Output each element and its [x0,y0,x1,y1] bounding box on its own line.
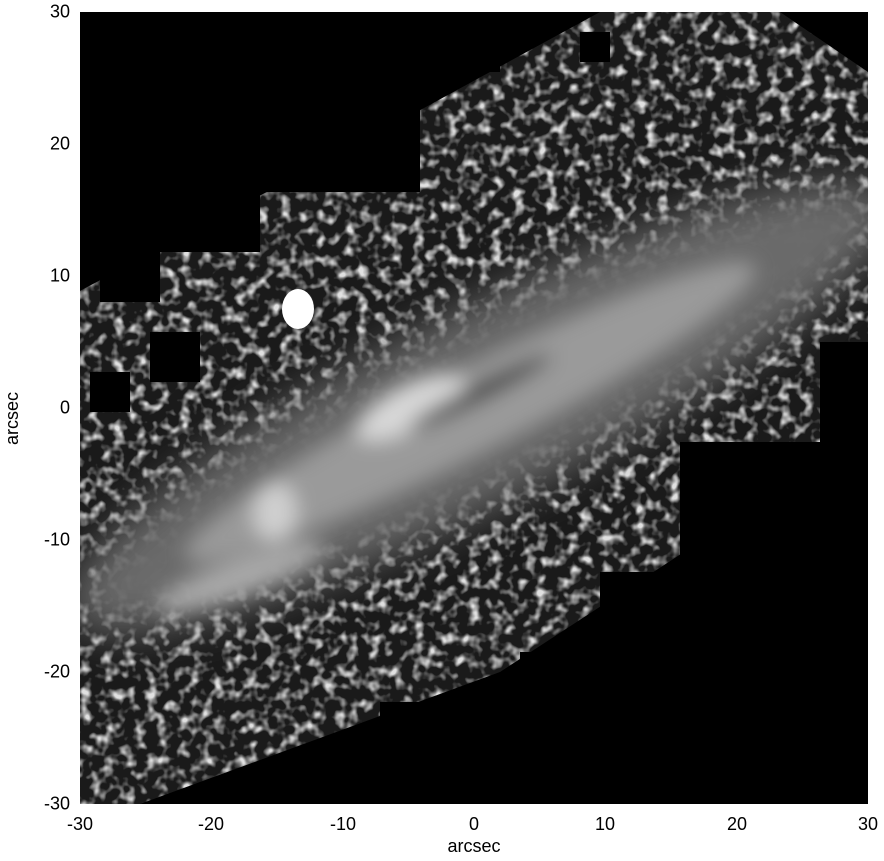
x-tick-label: -30 [66,814,94,834]
x-tick-label: 20 [726,814,748,834]
plot-title [80,0,868,10]
masked-regions [80,12,868,804]
y-tick-label: 30 [49,1,70,22]
y-tick-label: 10 [49,265,70,286]
y-tick-label: 20 [49,133,70,154]
star-source [282,289,314,329]
y-tick-label: -20 [43,661,70,682]
x-axis-label: arcsec [447,836,501,856]
x-tick-label: 30 [857,814,879,834]
y-tick-label: -30 [43,793,70,814]
x-tick-label: -10 [329,814,357,834]
y-tick-label: 0 [59,397,70,418]
image-panel [80,12,868,804]
y-tick-label: -10 [43,529,70,550]
galaxy-image [80,12,868,804]
x-tick-label: 10 [594,814,616,834]
y-axis-label: arcsec [2,391,23,446]
x-tick-label: 0 [468,814,480,834]
x-tick-label: -20 [197,814,225,834]
